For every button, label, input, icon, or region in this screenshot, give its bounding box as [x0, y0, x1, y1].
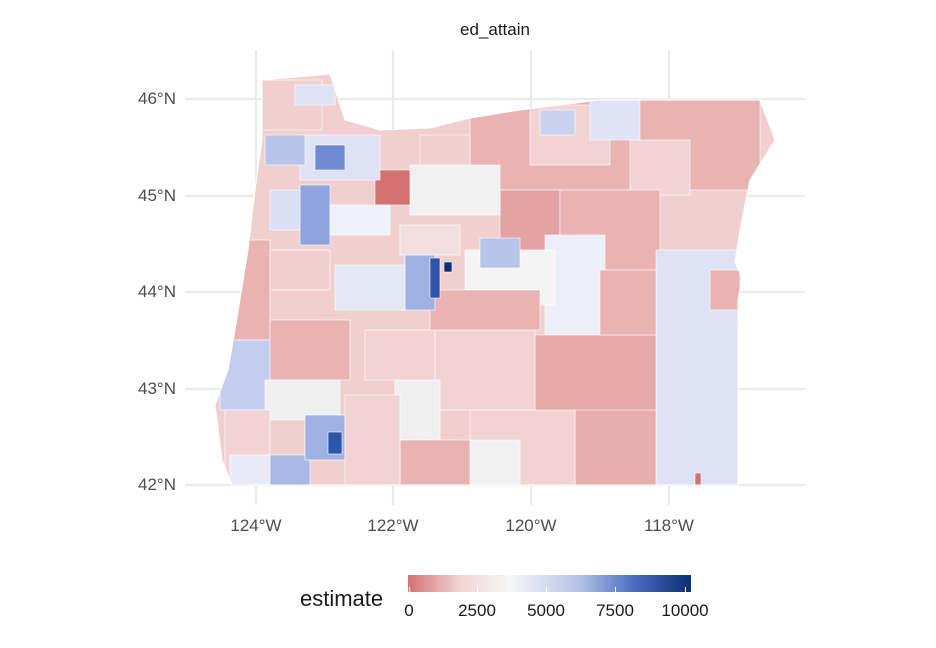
tract-regions	[215, 74, 775, 485]
region-josephine	[264, 454, 311, 485]
state-outline	[214, 73, 776, 486]
legend-tick-mark	[409, 587, 410, 592]
region-jackson2	[344, 394, 401, 485]
region-small-dark	[694, 472, 702, 485]
region-n1	[419, 134, 471, 166]
region-klamath	[394, 379, 441, 441]
legend-tick-mark	[685, 587, 686, 592]
region-ne4	[539, 109, 576, 136]
region-polk	[269, 189, 301, 231]
region-benton	[269, 249, 331, 291]
y-tick-label: 43°N	[138, 379, 176, 398]
region-linn	[329, 204, 391, 236]
region-s3	[469, 439, 521, 485]
y-tick-label: 42°N	[138, 475, 176, 494]
region-e1	[709, 269, 741, 311]
region-douglas2	[264, 379, 341, 421]
region-lake	[434, 329, 536, 411]
region-se2	[574, 409, 657, 485]
legend-tick-label: 5000	[527, 601, 565, 620]
x-tick-label: 124°W	[230, 516, 282, 535]
region-salem	[299, 184, 331, 246]
region-ne5	[629, 139, 691, 196]
region-ne3	[589, 99, 641, 141]
region-medford	[327, 431, 343, 455]
region-sc4	[364, 329, 436, 381]
x-tick-label: 118°W	[644, 516, 694, 535]
x-tick-label: 122°W	[367, 516, 419, 535]
y-tick-label: 44°N	[138, 282, 176, 301]
region-brookings	[229, 454, 271, 485]
legend-title: estimate	[300, 586, 384, 611]
region-bend-dark	[443, 261, 453, 273]
legend-tick-mark	[546, 587, 547, 592]
region-jefferson	[399, 224, 461, 256]
x-tick-label: 120°W	[505, 516, 557, 535]
region-washington	[264, 134, 306, 166]
region-portland-core	[314, 144, 346, 171]
region-klamath2	[399, 439, 471, 485]
legend-colorbar	[408, 575, 691, 592]
region-coos	[219, 339, 271, 411]
region-redmond	[479, 237, 521, 269]
legend-tick-label: 7500	[596, 601, 634, 620]
facet-strip-title: ed_attain	[460, 20, 530, 39]
region-wasco	[409, 164, 501, 216]
y-tick-label: 46°N	[138, 89, 176, 108]
region-se1	[599, 269, 657, 336]
region-clatsop	[294, 84, 336, 106]
legend-tick-mark	[615, 587, 616, 592]
legend-tick-label: 2500	[458, 601, 496, 620]
region-c3	[334, 264, 406, 311]
y-tick-label: 45°N	[138, 186, 176, 205]
legend-tick-mark	[477, 587, 478, 592]
region-sc5	[429, 289, 541, 331]
region-douglas	[269, 319, 351, 381]
legend-tick-label: 0	[404, 601, 414, 620]
region-bend-core	[429, 257, 441, 299]
region-hood	[374, 169, 414, 206]
legend-tick-label: 10000	[661, 601, 709, 620]
